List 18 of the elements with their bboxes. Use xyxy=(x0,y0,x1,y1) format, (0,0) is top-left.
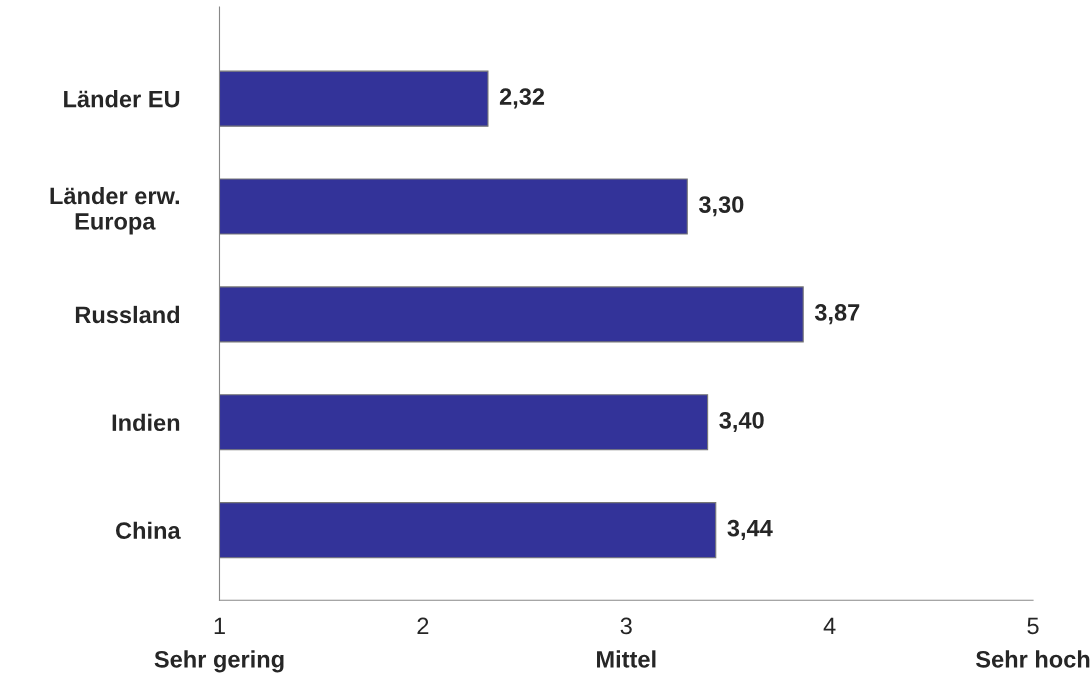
data-label: 3,40 xyxy=(719,411,764,433)
x-tick-label: 3 xyxy=(620,617,632,635)
data-label: 3,87 xyxy=(814,304,860,325)
x-tick-label: 4 xyxy=(823,617,836,635)
y-tick-label: Russland xyxy=(75,305,180,324)
data-label: 3,44 xyxy=(727,519,773,540)
y-tick-label: Länder erw. Europa xyxy=(50,186,179,235)
data-label: 2,32 xyxy=(499,88,545,109)
x-tick-label: 2 xyxy=(417,617,429,635)
data-label: 3,30 xyxy=(698,196,744,217)
x-tick-label: 5 xyxy=(1027,617,1039,635)
text: Sehr gering xyxy=(154,650,284,673)
y-tick-label: Länder EU xyxy=(64,90,180,108)
x-tick-label: 1 xyxy=(214,617,225,635)
text: Sehr hoch xyxy=(975,650,1090,668)
text: Mittel xyxy=(597,650,656,668)
y-tick-label: China xyxy=(115,521,181,539)
y-tick-label: Indien xyxy=(112,413,180,432)
